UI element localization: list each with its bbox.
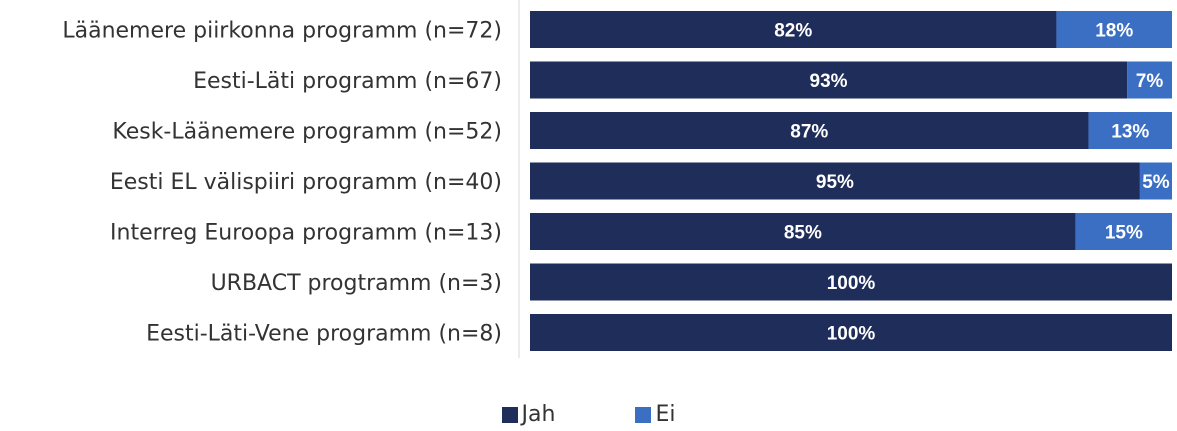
data-label-jah: 82%: [774, 21, 812, 42]
category-label: URBACT progtramm (n=3): [211, 271, 502, 296]
bars: [530, 11, 1172, 351]
category-label: Eesti-Läti programm (n=67): [193, 69, 502, 94]
category-label: Läänemere piirkonna programm (n=72): [62, 19, 502, 44]
bar-segment-jah: [530, 213, 1076, 250]
data-label-ei: 7%: [1136, 71, 1164, 92]
legend-swatch-ei: [635, 406, 652, 423]
bar-segment-ei: [1127, 61, 1172, 99]
bar-segment-jah: [530, 112, 1089, 149]
legend-swatch-jah: [501, 406, 518, 423]
legend: Jah Ei: [0, 402, 1177, 427]
category-labels: Läänemere piirkonna programm (n=72) Eesti…: [62, 19, 502, 347]
bar-segment-jah: [530, 263, 1172, 301]
data-labels: 82% 18% 93% 7% 87% 13% 95% 5% 85% 15% 100% 100%: [774, 21, 1170, 345]
data-label-ei: 13%: [1111, 122, 1149, 143]
bar-segment-jah: [530, 61, 1128, 99]
data-label-ei: 18%: [1095, 21, 1133, 42]
category-label: Eesti-Läti-Vene programm (n=8): [146, 322, 502, 347]
bar-segment-jah: [530, 314, 1172, 351]
legend-item-jah: Jah: [501, 402, 556, 427]
data-label-jah: 100%: [827, 324, 876, 345]
category-label: Kesk-Läänemere programm (n=52): [112, 120, 502, 145]
bar-segment-ei: [1075, 213, 1172, 250]
data-label-ei: 15%: [1105, 223, 1143, 244]
bar-segment-ei: [1056, 11, 1172, 48]
data-label-jah: 93%: [810, 71, 848, 92]
legend-item-ei: Ei: [635, 402, 675, 427]
category-label: Eesti EL välispiiri programm (n=40): [110, 170, 502, 195]
data-label-jah: 95%: [816, 172, 854, 193]
bar-segment-ei: [1139, 162, 1172, 200]
category-label: Interreg Euroopa programm (n=13): [110, 221, 502, 246]
legend-label-jah: Jah: [521, 402, 556, 427]
legend-label-ei: Ei: [655, 402, 676, 427]
bar-segment-jah: [530, 11, 1057, 48]
data-label-ei: 5%: [1142, 172, 1170, 193]
bar-segment-ei: [1088, 112, 1172, 149]
data-label-jah: 87%: [790, 122, 828, 143]
data-label-jah: 100%: [827, 273, 876, 294]
bar-segment-jah: [530, 162, 1140, 200]
data-label-jah: 85%: [784, 223, 822, 244]
